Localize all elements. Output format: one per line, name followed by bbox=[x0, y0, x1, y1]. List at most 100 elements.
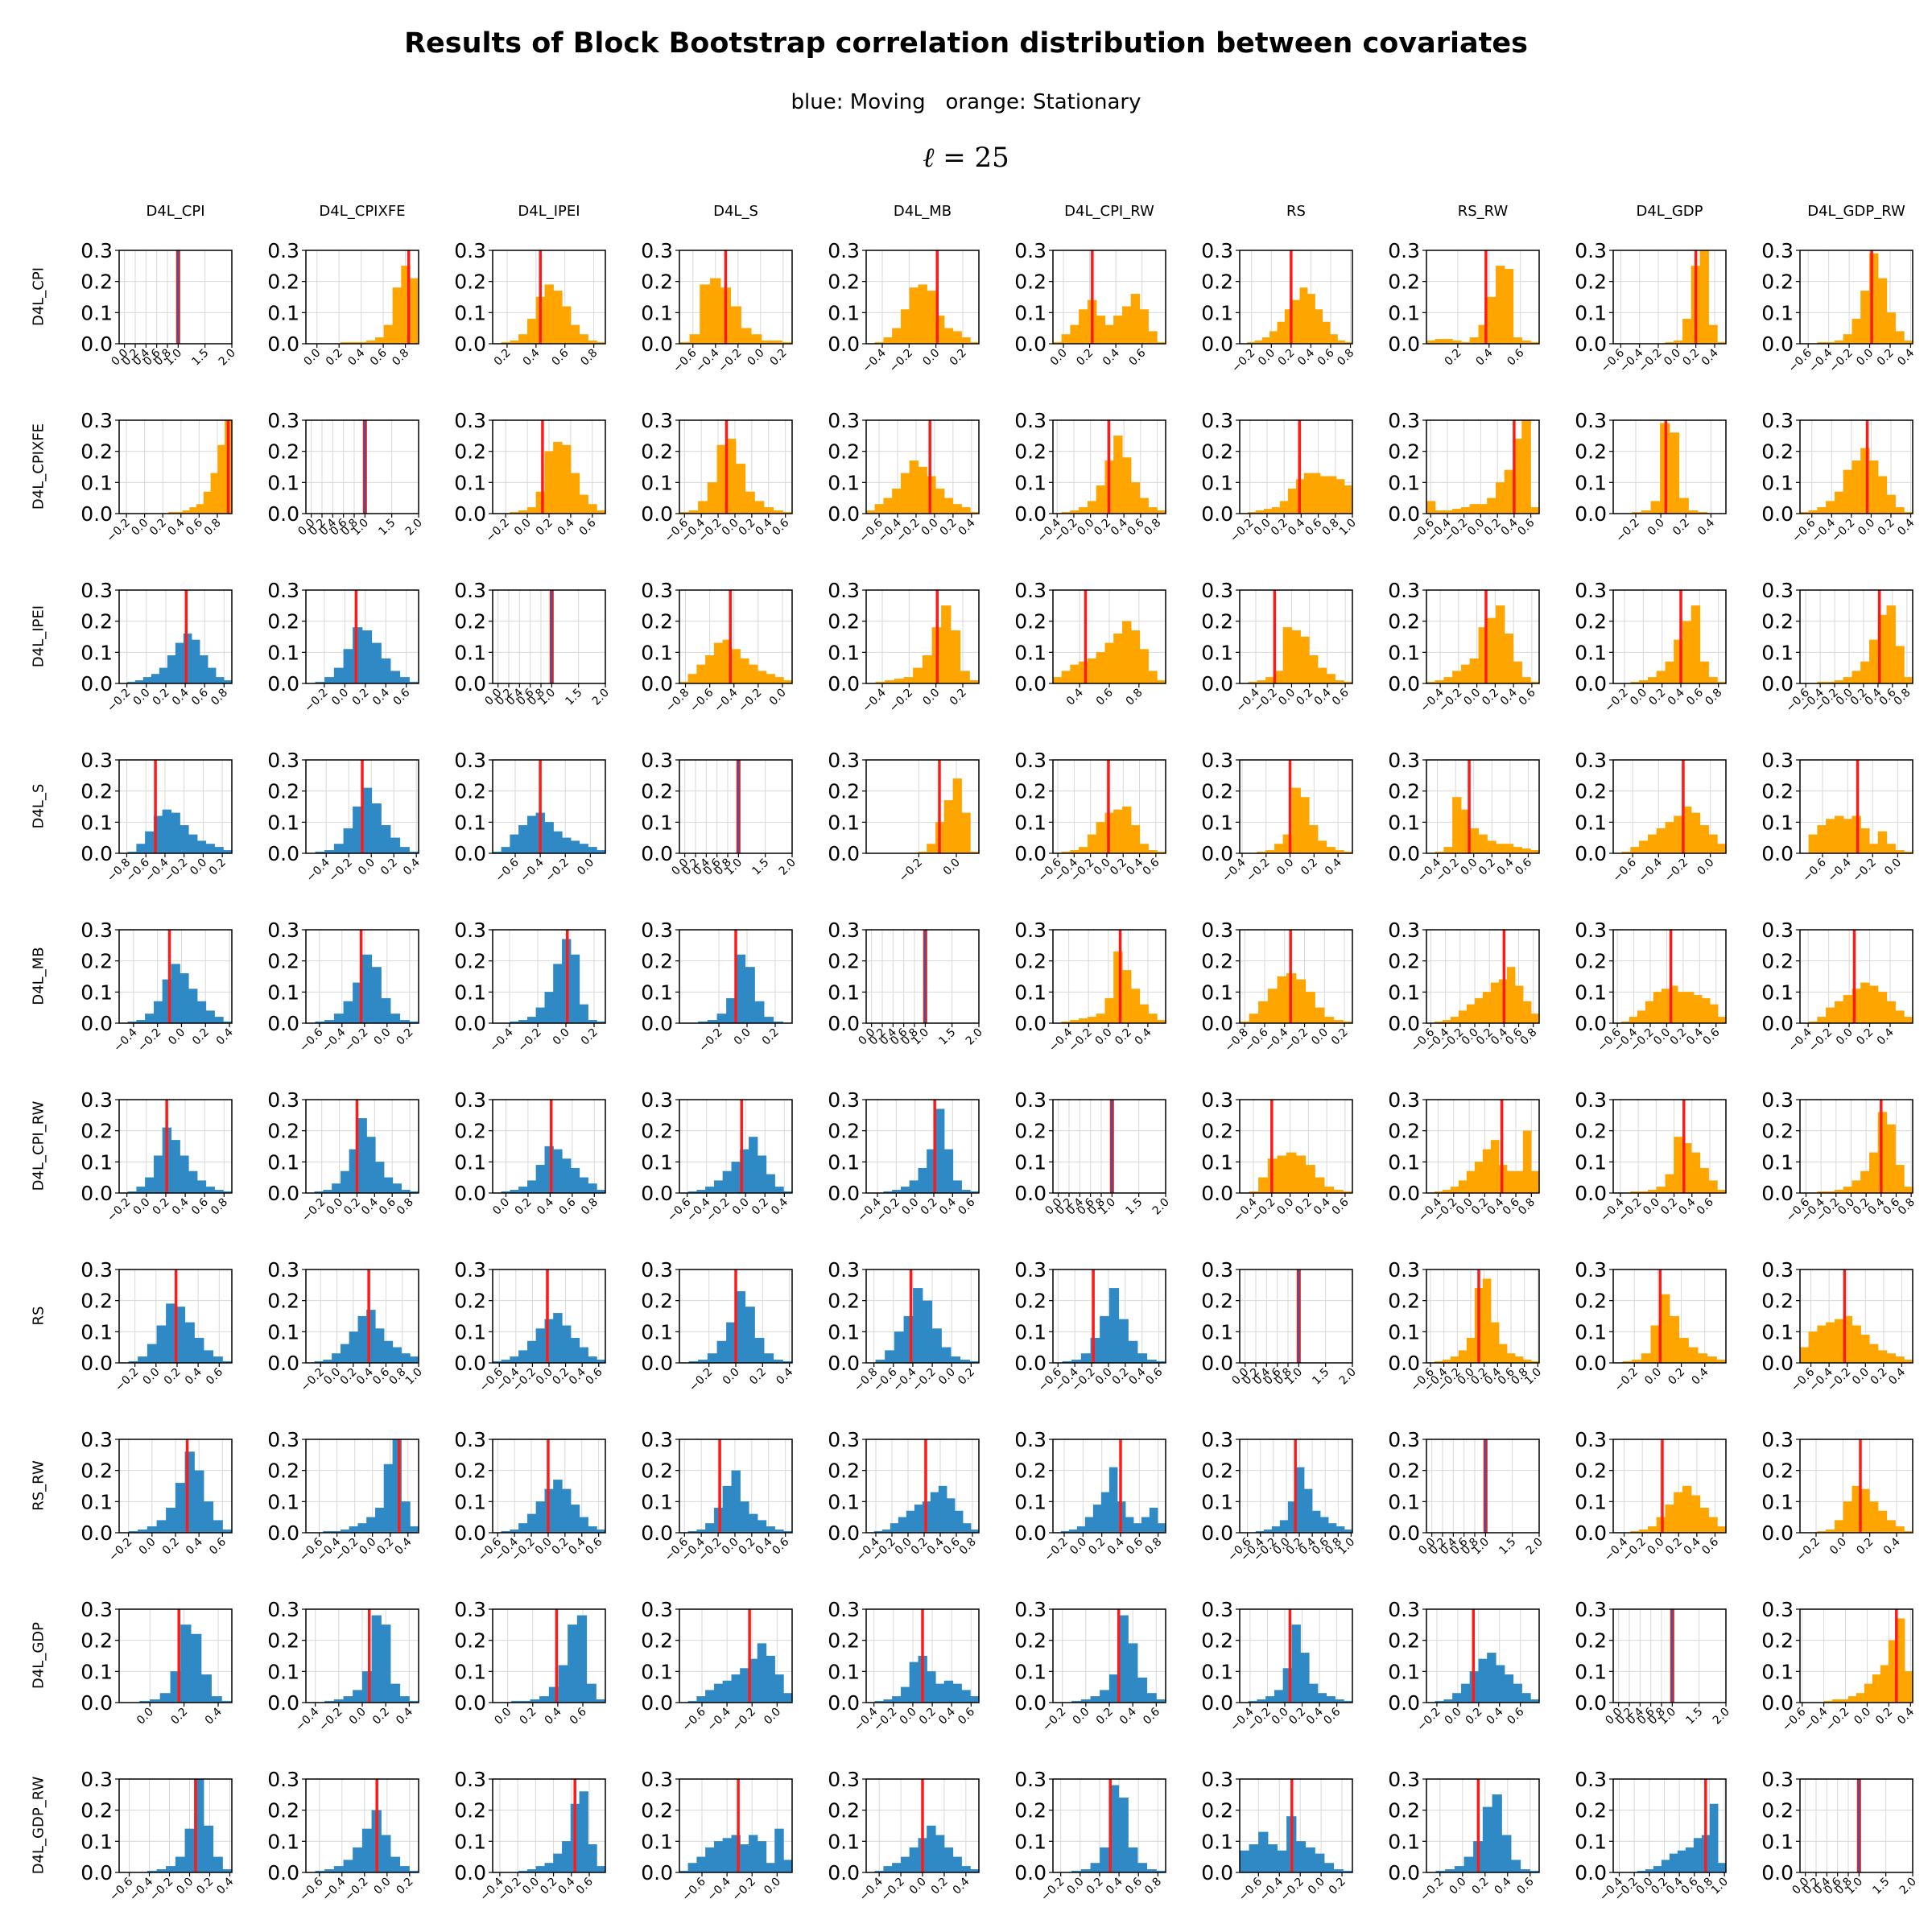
y-tick-label: 0.3 bbox=[828, 409, 860, 432]
histogram-bar bbox=[381, 658, 391, 684]
histogram-bar bbox=[1708, 834, 1718, 854]
histogram-d4l-cpi-vs-d4l-cpixfe: 0.00.10.20.30.0 0.2 0.4 0.6 0.8 bbox=[267, 239, 419, 369]
y-tick-label: 0.2 bbox=[641, 780, 673, 803]
y-tick-label: 0.0 bbox=[641, 1691, 673, 1715]
x-tick-label: 0.8 bbox=[208, 687, 230, 708]
histogram-rs-rw-vs-d4l-gdp: 0.00.10.20.3−0.4−0.20.00.20.40.6 bbox=[1575, 1428, 1727, 1564]
histogram-bar bbox=[1492, 1794, 1502, 1873]
x-tick-label: 0.0 bbox=[920, 687, 942, 708]
x-tick-label: 1.0 bbox=[1335, 1536, 1357, 1558]
x-tick-label: −0.2 bbox=[704, 1196, 732, 1224]
y-tick-label: 0.3 bbox=[1761, 579, 1794, 602]
histogram-rs-rw-vs-rs: 0.00.10.20.3−0.6−0.4−0.20.00.20.40.60.81… bbox=[1201, 1428, 1357, 1564]
histogram-bar bbox=[1466, 1337, 1476, 1364]
row-label-d4l-gdp-rw: D4L_GDP_RW bbox=[30, 1776, 47, 1875]
histogram-bar bbox=[1323, 1187, 1335, 1194]
histogram-bar bbox=[579, 1791, 588, 1873]
y-tick-label: 0.2 bbox=[267, 1629, 299, 1653]
histogram-bar bbox=[166, 1507, 176, 1534]
histogram-bar bbox=[1656, 1187, 1666, 1194]
histogram-bar bbox=[1521, 848, 1531, 854]
histogram-d4l-cpi-rw-vs-d4l-cpi: 0.00.10.20.3−0.20.00.20.40.60.8 bbox=[80, 1088, 233, 1224]
histogram-bar bbox=[199, 655, 208, 684]
histogram-bar bbox=[579, 334, 588, 345]
x-tick-label: −0.2 bbox=[1794, 1536, 1822, 1564]
histogram-bar bbox=[730, 306, 741, 345]
y-tick-label: 0.1 bbox=[454, 301, 486, 324]
histogram-bar bbox=[1877, 831, 1888, 854]
histogram-bar bbox=[1305, 1847, 1315, 1873]
x-tick-label: −0.4 bbox=[1826, 856, 1854, 884]
panel-frame bbox=[1612, 419, 1727, 514]
histogram-d4l-cpi-rw-vs-d4l-s: 0.00.10.20.3−0.6−0.4−0.20.00.20.4 bbox=[641, 1088, 793, 1224]
histogram-bar bbox=[1277, 1155, 1287, 1194]
y-tick-label: 0.0 bbox=[1201, 1861, 1233, 1885]
histogram-bar bbox=[526, 318, 537, 345]
x-tick-label: 0.0 bbox=[1458, 857, 1480, 878]
histogram-bar bbox=[1295, 1841, 1307, 1873]
histogram-bar bbox=[927, 291, 936, 345]
y-tick-label: 0.0 bbox=[80, 672, 113, 696]
histogram-bar bbox=[754, 1337, 765, 1364]
histogram-d4l-mb-vs-d4l-cpi-rw: 0.00.10.20.3−0.4−0.20.00.20.4 bbox=[1014, 919, 1166, 1055]
panel-frame bbox=[1612, 1269, 1727, 1364]
histogram-bar bbox=[153, 1155, 163, 1194]
histogram-bar bbox=[383, 324, 394, 345]
y-tick-label: 0.3 bbox=[1201, 919, 1233, 942]
histogram-bar bbox=[740, 1844, 749, 1873]
x-tick-label: 0.0 bbox=[134, 1706, 156, 1728]
histogram-bar bbox=[203, 1501, 214, 1534]
y-tick-label: 0.1 bbox=[1388, 1830, 1420, 1853]
y-tick-label: 0.3 bbox=[454, 409, 486, 432]
x-tick-label: 0.2 bbox=[749, 1196, 771, 1218]
histogram-bar bbox=[1699, 661, 1709, 684]
y-tick-label: 0.1 bbox=[1201, 811, 1233, 834]
histogram-bar bbox=[553, 1853, 563, 1873]
x-tick-label: 0.4 bbox=[184, 1535, 205, 1557]
histogram-bar bbox=[1709, 1004, 1719, 1024]
panel-frame bbox=[118, 419, 233, 514]
histogram-d4l-s-vs-d4l-gdp: 0.00.10.20.3−0.6−0.4−0.2 0.0 bbox=[1575, 749, 1727, 885]
y-tick-label: 0.3 bbox=[1761, 409, 1794, 432]
y-tick-label: 0.1 bbox=[80, 811, 113, 834]
histogram-bar bbox=[1469, 828, 1480, 854]
y-tick-label: 0.2 bbox=[80, 440, 113, 464]
panel-frame bbox=[865, 419, 980, 514]
panel-frame bbox=[305, 1778, 419, 1873]
histogram-bar bbox=[1469, 504, 1480, 514]
histogram-bar bbox=[333, 667, 345, 684]
x-tick-label: 0.2 bbox=[160, 1536, 182, 1558]
x-tick-label: −0.2 bbox=[897, 857, 925, 885]
histogram-bar bbox=[716, 1340, 727, 1364]
histogram-d4l-gdp-rw-vs-d4l-gdp: 0.00.10.20.3−0.4−0.20.00.20.40.60.81.0 bbox=[1575, 1768, 1731, 1904]
y-tick-label: 0.1 bbox=[641, 1150, 673, 1174]
histogram-bar bbox=[754, 1001, 765, 1024]
histogram-bar bbox=[213, 1856, 223, 1873]
x-tick-label: 0.2 bbox=[1854, 1536, 1876, 1558]
panel-frame bbox=[492, 929, 606, 1024]
histogram-bar bbox=[1847, 1696, 1857, 1703]
histogram-bar bbox=[1271, 1526, 1281, 1534]
y-tick-label: 0.3 bbox=[1388, 579, 1420, 602]
histogram-bar bbox=[1860, 661, 1870, 684]
x-tick-label: 0.0 bbox=[762, 1876, 783, 1897]
histogram-bar bbox=[353, 627, 363, 684]
histogram-bar bbox=[175, 1482, 186, 1534]
histogram-bar bbox=[1699, 1507, 1709, 1534]
y-tick-label: 0.1 bbox=[267, 1320, 299, 1344]
x-tick-label: 0.4 bbox=[345, 346, 367, 368]
histogram-bar bbox=[1157, 1523, 1166, 1534]
y-tick-label: 0.1 bbox=[267, 1830, 299, 1853]
histogram-d4l-s-vs-d4l-cpi-rw: 0.00.10.20.3−0.6−0.4−0.20.00.20.40.6 bbox=[1014, 749, 1166, 885]
y-tick-label: 0.3 bbox=[1014, 579, 1046, 602]
histogram-bar bbox=[1682, 621, 1692, 684]
histogram-bar bbox=[361, 954, 373, 1024]
y-tick-label: 0.2 bbox=[1201, 1290, 1233, 1313]
x-tick-label: 0.4 bbox=[1875, 1026, 1897, 1047]
x-tick-label: 0.0 bbox=[920, 347, 942, 369]
histogram-bar bbox=[375, 1507, 385, 1534]
x-tick-label: −0.4 bbox=[1802, 1705, 1830, 1733]
row-label-d4l-cpi: D4L_CPI bbox=[30, 266, 47, 327]
y-tick-label: 0.0 bbox=[267, 1012, 299, 1035]
histogram-bar bbox=[1677, 1850, 1686, 1873]
